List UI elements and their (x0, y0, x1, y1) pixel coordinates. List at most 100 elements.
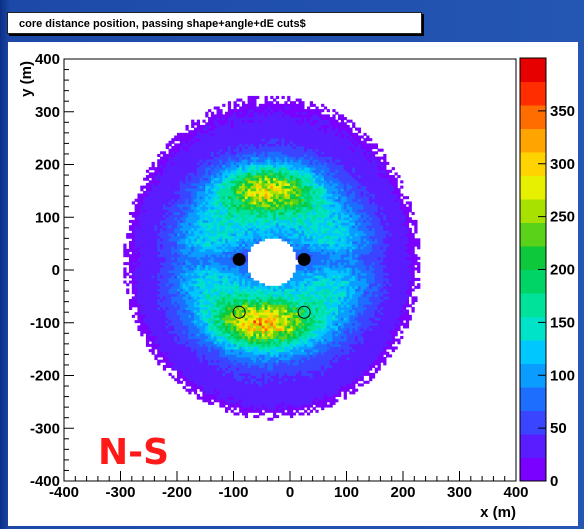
heatmap-cell (213, 106, 217, 110)
heatmap-cell (205, 359, 209, 363)
heatmap-cell (227, 182, 232, 186)
heatmap-cell (261, 109, 265, 113)
heatmap-cell (185, 146, 189, 150)
heatmap-cell (270, 328, 274, 332)
heatmap-cell (273, 349, 277, 353)
heatmap-cell (205, 164, 209, 168)
heatmap-cell (253, 148, 257, 152)
heatmap-cell (233, 338, 237, 342)
heatmap-cell (185, 301, 189, 305)
heatmap-cell (250, 330, 254, 334)
heatmap-cell (202, 233, 206, 237)
heatmap-cell (174, 243, 178, 247)
heatmap-cell (264, 301, 268, 305)
heatmap-cell (239, 288, 243, 292)
heatmap-cell (233, 364, 237, 368)
heatmap-cell (193, 151, 198, 155)
heatmap-cell (250, 169, 254, 173)
heatmap-cell (171, 204, 175, 208)
heatmap-cell (244, 325, 249, 329)
heatmap-cell (233, 127, 237, 131)
heatmap-cell (202, 151, 206, 155)
heatmap-cell (162, 214, 167, 218)
heatmap-cell (193, 146, 198, 150)
heatmap-cell (174, 185, 178, 189)
heatmap-cell (244, 259, 249, 263)
heatmap-cell (264, 214, 268, 218)
heatmap-cell (148, 219, 152, 223)
heatmap-cell (250, 335, 254, 339)
heatmap-cell (210, 396, 215, 400)
heatmap-cell (145, 190, 150, 194)
heatmap-cell (270, 386, 274, 390)
heatmap-cell (177, 230, 181, 234)
heatmap-cell (256, 211, 260, 216)
heatmap-cell (213, 206, 217, 210)
heatmap-cell (227, 299, 232, 303)
heatmap-cell (219, 225, 223, 229)
heatmap-cell (157, 359, 161, 363)
heatmap-cell (222, 209, 226, 213)
heatmap-cell (134, 291, 138, 295)
heatmap-cell (179, 299, 184, 303)
heatmap-cell (168, 346, 172, 350)
heatmap-cell (258, 190, 263, 194)
heatmap-cell (239, 209, 243, 213)
heatmap-cell (202, 188, 206, 192)
heatmap-cell (270, 138, 274, 142)
heatmap-cell (247, 151, 251, 155)
heatmap-cell (258, 357, 263, 361)
heatmap-cell (205, 328, 209, 332)
heatmap-cell (222, 277, 226, 281)
heatmap-cell (196, 304, 200, 308)
heatmap-cell (239, 309, 243, 313)
heatmap-cell (239, 159, 243, 163)
heatmap-cell (219, 198, 223, 202)
heatmap-cell (134, 320, 138, 324)
heatmap-cell (193, 333, 198, 337)
heatmap-cell (256, 240, 260, 245)
heatmap-cell (222, 164, 226, 168)
heatmap-cell (151, 201, 155, 205)
heatmap-cell (151, 259, 155, 263)
heatmap-cell (205, 153, 209, 157)
heatmap-cell (267, 132, 271, 136)
heatmap-cell (264, 159, 268, 163)
heatmap-cell (157, 306, 161, 310)
heatmap-cell (182, 328, 186, 332)
heatmap-cell (270, 169, 274, 173)
heatmap-cell (270, 217, 274, 221)
heatmap-cell (267, 333, 271, 337)
heatmap-cell (205, 248, 209, 252)
heatmap-cell (196, 177, 200, 181)
heatmap-cell (230, 351, 234, 355)
heatmap-cell (233, 351, 237, 355)
heatmap-cell (188, 304, 192, 308)
heatmap-cell (165, 264, 169, 268)
heatmap-cell (171, 175, 175, 179)
heatmap-cell (165, 182, 169, 186)
heatmap-cell (261, 161, 265, 165)
heatmap-cell (179, 246, 184, 250)
heatmap-cell (188, 214, 192, 218)
heatmap-cell (270, 338, 274, 342)
heatmap-cell (247, 404, 251, 408)
heatmap-cell (193, 359, 198, 363)
heatmap-cell (210, 175, 215, 179)
heatmap-cell (208, 243, 212, 247)
heatmap-cell (236, 306, 240, 310)
heatmap-cell (261, 322, 265, 326)
heatmap-cell (162, 233, 167, 237)
heatmap-cell (171, 159, 175, 163)
heatmap-cell (157, 267, 161, 271)
heatmap-cell (208, 177, 212, 181)
heatmap-cell (230, 235, 234, 239)
heatmap-cell (174, 280, 178, 284)
heatmap-cell (250, 188, 254, 192)
heatmap-cell (216, 246, 220, 250)
heatmap-cell (244, 243, 249, 247)
heatmap-cell (157, 161, 161, 165)
heatmap-cell (174, 248, 178, 252)
heatmap-cell (270, 364, 274, 368)
heatmap-cell (227, 240, 232, 245)
